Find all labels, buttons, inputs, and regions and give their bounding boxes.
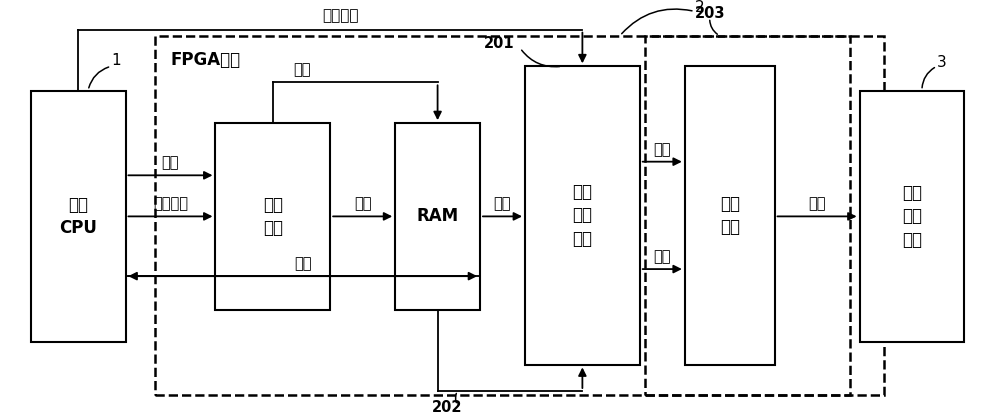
Text: 使能: 使能: [354, 196, 371, 212]
Text: 数据: 数据: [572, 230, 592, 248]
Bar: [525, 66, 640, 364]
Text: 2: 2: [695, 0, 705, 15]
Text: 地面: 地面: [902, 231, 922, 249]
Text: 接收: 接收: [902, 207, 922, 225]
Text: 地址: 地址: [293, 63, 310, 78]
Text: 1: 1: [111, 53, 121, 68]
Text: 203: 203: [695, 6, 725, 21]
Text: 发送: 发送: [572, 206, 592, 224]
Text: 201: 201: [484, 36, 515, 51]
Text: 握手信号: 握手信号: [322, 9, 358, 23]
Text: 地址: 地址: [162, 155, 179, 171]
Text: CPU: CPU: [59, 219, 97, 237]
Text: 使能: 使能: [654, 249, 671, 264]
Bar: [31, 91, 126, 342]
Text: 数据: 数据: [654, 142, 671, 157]
Text: 202: 202: [432, 400, 463, 415]
Text: 数据: 数据: [294, 256, 312, 271]
Text: 接口: 接口: [720, 218, 740, 236]
Bar: [860, 91, 964, 342]
Text: 映射: 映射: [263, 196, 283, 214]
Text: 模块: 模块: [720, 195, 740, 213]
Text: 模块: 模块: [572, 183, 592, 201]
Text: 模块: 模块: [902, 184, 922, 202]
Bar: [215, 123, 330, 310]
Text: RAM: RAM: [417, 207, 459, 225]
Text: 控制信号: 控制信号: [153, 196, 188, 212]
Text: 3: 3: [937, 55, 947, 70]
Text: FPGA模块: FPGA模块: [170, 51, 241, 69]
Text: 模块: 模块: [68, 196, 88, 214]
Text: 数据: 数据: [494, 196, 511, 212]
Bar: [395, 123, 480, 310]
Bar: [155, 36, 850, 395]
Text: 地址: 地址: [263, 219, 283, 237]
Text: 数据: 数据: [808, 196, 826, 212]
Bar: [645, 36, 884, 395]
Bar: [685, 66, 775, 364]
